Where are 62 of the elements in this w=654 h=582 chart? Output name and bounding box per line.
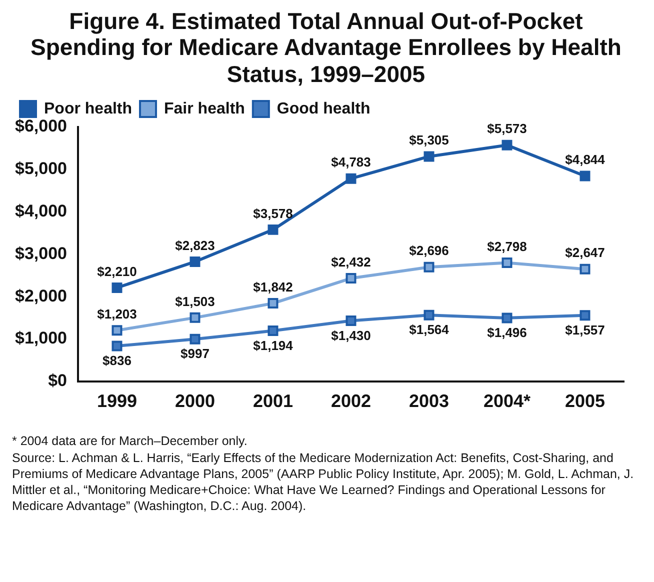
data-label: $1,203 [97,306,137,322]
x-tick-label: 2002 [330,391,372,412]
point [346,316,356,326]
data-label: $1,496 [487,325,527,340]
data-label: $2,798 [487,239,527,254]
x-tick-label: 2001 [252,391,294,412]
legend-label: Poor health [44,100,132,118]
y-tick-label: $6,000 [14,117,67,136]
x-tick-label: 2005 [564,391,606,412]
data-label: $4,844 [565,152,606,168]
point [268,326,278,336]
point [424,152,434,162]
y-tick-label: $5,000 [14,159,67,178]
chart-title: Figure 4. Estimated Total Annual Out-of-Pocket Spending for Medicare Advantage Enrollees by Health Status, 1999–2005 [30,8,622,88]
point [268,298,278,309]
point [502,313,512,324]
point [190,256,200,268]
data-label: $836 [102,353,132,368]
data-label: $1,564 [409,322,450,338]
y-tick-label: $4,000 [14,202,67,221]
data-label: $1,842 [253,280,293,295]
point [502,258,512,268]
point [268,224,278,236]
point [346,273,356,284]
point [112,282,122,294]
point [580,264,590,275]
source-note: Source: L. Achman & L. Harris, “Early Effects of the Medicare Modernization Act: Benefits, Cost-Sharing, and Premiums of Medicare Advantage Plans, 2005” (AARP Public Policy Institute, Apr. 2005); M. Gold, L. Achman, J. Mittler et al., “Monitoring Medicare+Choice: What Have We Learned? Findings and Operational Lessons for Medicare Advantage” (Washington, D.C.: Aug. 2004). [12,450,635,515]
data-label: $1,194 [253,338,294,354]
legend-label: Fair health [164,100,245,118]
data-label: $5,573 [487,121,527,136]
data-label: $1,430 [331,328,371,344]
data-label: $2,696 [409,243,449,258]
data-label: $3,578 [253,206,293,222]
point [112,325,122,336]
point [424,262,434,273]
point [190,334,200,345]
point [580,171,590,182]
text: * 2004 data are for March–December only. [12,433,248,450]
x-tick-label: 2000 [174,391,216,412]
point [346,174,356,184]
data-label: $1,503 [175,294,215,310]
y-tick-label: $1,000 [14,329,67,348]
legend-label: Good health [276,100,370,118]
data-label: $5,305 [409,132,449,148]
point [502,140,512,151]
y-tick-label: $0 [48,371,67,390]
data-label: $1,557 [565,322,605,338]
data-label: $2,823 [175,238,215,254]
y-tick-label: $3,000 [14,244,67,264]
data-label: $2,647 [565,246,605,261]
point [190,312,200,324]
y-tick-label: $2,000 [14,286,67,306]
data-label: $997 [180,346,210,362]
point [424,310,434,321]
data-label: $2,210 [97,264,137,280]
x-tick-label: 2004* [483,391,531,412]
x-tick-label: 1999 [96,391,138,412]
data-label: $2,432 [331,254,371,270]
point [112,341,122,352]
x-tick-label: 2003 [408,391,450,412]
data-label: $4,783 [331,154,371,170]
point [580,310,590,321]
